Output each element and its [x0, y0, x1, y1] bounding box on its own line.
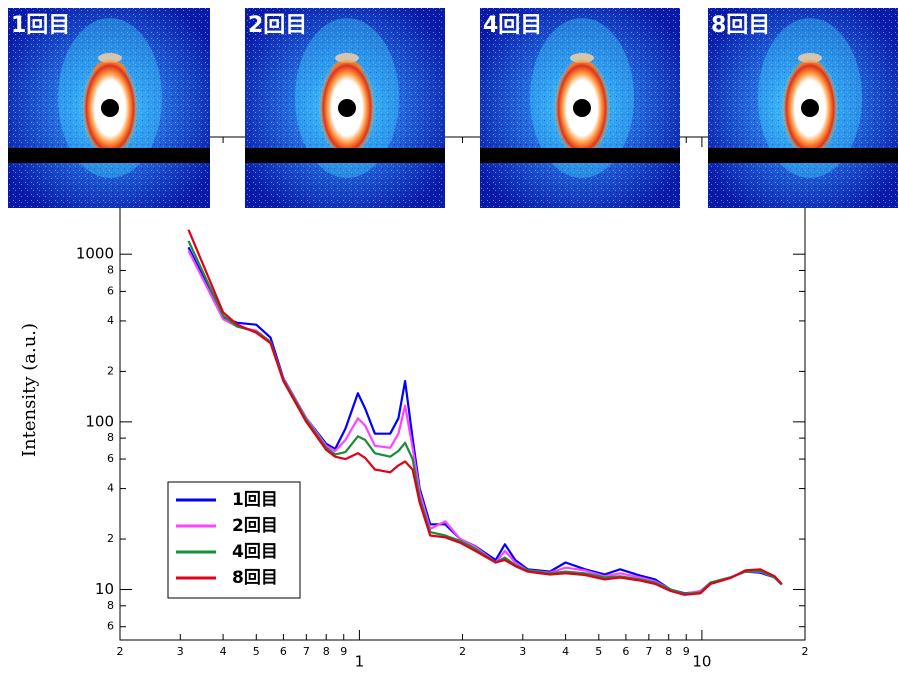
image-panel: 2回目: [245, 8, 445, 208]
y-tick-label: 8: [107, 599, 114, 612]
y-tick-label: 4: [107, 482, 114, 495]
x-tick-label: 8: [665, 645, 672, 658]
x-tick-label: 4: [562, 645, 569, 658]
legend-label: 2回目: [232, 516, 278, 536]
detector-gap: [480, 148, 680, 163]
y-tick-label: 6: [107, 620, 114, 633]
detector-gap: [708, 148, 898, 163]
panel-label: 8回目: [711, 13, 770, 38]
y-tick-label: 2: [107, 532, 114, 545]
y-axis-label: Intensity (a.u.): [19, 323, 40, 457]
x-tick-label: 7: [645, 645, 652, 658]
panel-label: 1回目: [11, 13, 70, 38]
beamstop: [101, 99, 119, 117]
detector-gap: [8, 148, 210, 163]
panels: 1回目 2回目 4回目 8回目: [8, 8, 898, 208]
legend-label: 4回目: [232, 542, 278, 562]
x-tick-label: 4: [220, 645, 227, 658]
image-panel: 4回目: [480, 8, 680, 208]
x-tick-label: 6: [622, 645, 629, 658]
y-tick-label: 100: [85, 412, 114, 430]
x-tick-label: 6: [280, 645, 287, 658]
image-panel: 1回目: [8, 8, 210, 208]
x-tick-label: 1: [355, 653, 365, 671]
y-tick-label: 8: [107, 263, 114, 276]
beamstop: [801, 99, 819, 117]
x-tick-label: 2: [802, 645, 809, 658]
x-tick-label: 7: [303, 645, 310, 658]
x-tick-label: 2: [459, 645, 466, 658]
x-tick-label: 8: [323, 645, 330, 658]
beamstop: [573, 99, 591, 117]
detector-gap: [245, 148, 445, 163]
beamstop: [338, 99, 356, 117]
image-panel: 8回目: [708, 8, 898, 208]
chart: Intensity (a.u.) 23456789123456789102681…: [0, 0, 898, 675]
x-tick-label: 10: [692, 653, 711, 671]
y-tick-label: 8: [107, 431, 114, 444]
y-tick-label: 2: [107, 364, 114, 377]
x-tick-label: 3: [177, 645, 184, 658]
y-tick-label: 10: [95, 580, 114, 598]
legend-label: 1回目: [232, 490, 278, 510]
panel-label: 4回目: [483, 13, 542, 38]
x-tick-label: 5: [253, 645, 260, 658]
x-tick-label: 3: [519, 645, 526, 658]
legend-label: 8回目: [232, 568, 278, 588]
y-tick-label: 6: [107, 284, 114, 297]
x-tick-label: 9: [340, 645, 347, 658]
y-tick-label: 6: [107, 452, 114, 465]
y-tick-label: 1000: [76, 245, 114, 263]
panel-label: 2回目: [248, 13, 307, 38]
x-tick-label: 5: [595, 645, 602, 658]
y-tick-label: 4: [107, 314, 114, 327]
x-tick-label: 9: [683, 645, 690, 658]
x-tick-label: 2: [117, 645, 124, 658]
